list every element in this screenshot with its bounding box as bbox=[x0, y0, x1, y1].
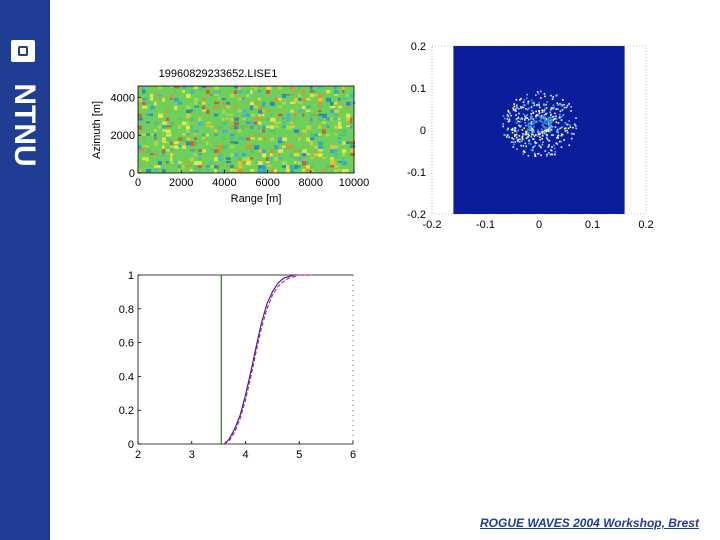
x-tick-label: 6 bbox=[350, 449, 356, 461]
x-tick-label: 8000 bbox=[299, 177, 323, 189]
x-tick-label: 0.1 bbox=[585, 219, 600, 231]
y-tick-label: 0 bbox=[129, 168, 135, 180]
y-tick-label: 0.1 bbox=[411, 83, 426, 95]
footer-link[interactable]: ROGUE WAVES 2004 Workshop, Brest bbox=[480, 516, 699, 530]
spectrum-plot bbox=[431, 45, 647, 215]
x-tick-label: -0.2 bbox=[423, 219, 442, 231]
ntnu-sidebar: NTNU 13 bbox=[0, 0, 50, 540]
x-tick-label: -0.1 bbox=[476, 219, 495, 231]
cdf-series-1 bbox=[223, 274, 316, 445]
x-tick-label: 0 bbox=[536, 219, 542, 231]
sar-image-chart: 19960829233652.LISE1 0 2000 4000 6000 8000 10… bbox=[91, 68, 370, 205]
y-tick-label: -0.1 bbox=[407, 167, 426, 179]
ntnu-logo-icon bbox=[11, 40, 35, 62]
y-tick-label: 0.2 bbox=[119, 405, 134, 417]
y-tick-label: 1 bbox=[128, 270, 134, 282]
y-tick-label: 2000 bbox=[111, 130, 135, 142]
y-tick-label: -0.2 bbox=[407, 209, 426, 221]
y-tick-label: 0.6 bbox=[119, 338, 134, 350]
y-tick-label: 0.2 bbox=[411, 41, 426, 53]
x-tick-label: 5 bbox=[296, 449, 302, 461]
x-tick-label: 2000 bbox=[169, 177, 193, 189]
y-tick-label: 0 bbox=[128, 439, 134, 451]
x-tick-label: 3 bbox=[189, 449, 195, 461]
x-axis-label: Range [m] bbox=[231, 193, 282, 205]
sar-heatmap-plot bbox=[137, 85, 356, 174]
logo-text: NTNU bbox=[8, 83, 41, 166]
x-tick-label: 0 bbox=[135, 177, 141, 189]
y-axis-label: Azimuth [m] bbox=[91, 101, 103, 159]
y-tick-label: 4000 bbox=[111, 92, 135, 104]
x-tick-label: 0.2 bbox=[638, 219, 653, 231]
x-tick-label: 2 bbox=[135, 449, 141, 461]
wave-spectrum-chart: -0.2 -0.1 0 0.1 0.2 -0.2 -0.1 0 0.1 0.2 bbox=[407, 41, 654, 231]
cdf-chart: 2 3 4 5 6 0 0.2 0.4 0.6 0.8 1 bbox=[119, 270, 356, 461]
chart-title: 19960829233652.LISE1 bbox=[159, 68, 278, 80]
x-tick-label: 6000 bbox=[255, 177, 279, 189]
x-tick-label: 10000 bbox=[339, 177, 370, 189]
ntnu-logo-text: NTNU bbox=[8, 83, 41, 166]
y-tick-label: 0.8 bbox=[119, 304, 134, 316]
cdf-plot bbox=[137, 274, 354, 445]
cdf-series-0 bbox=[223, 274, 316, 445]
y-tick-label: 0 bbox=[420, 125, 426, 137]
x-tick-label: 4 bbox=[242, 449, 248, 461]
slide-number: 13 bbox=[15, 503, 28, 518]
x-tick-label: 4000 bbox=[212, 177, 236, 189]
y-tick-label: 0.4 bbox=[119, 371, 134, 383]
